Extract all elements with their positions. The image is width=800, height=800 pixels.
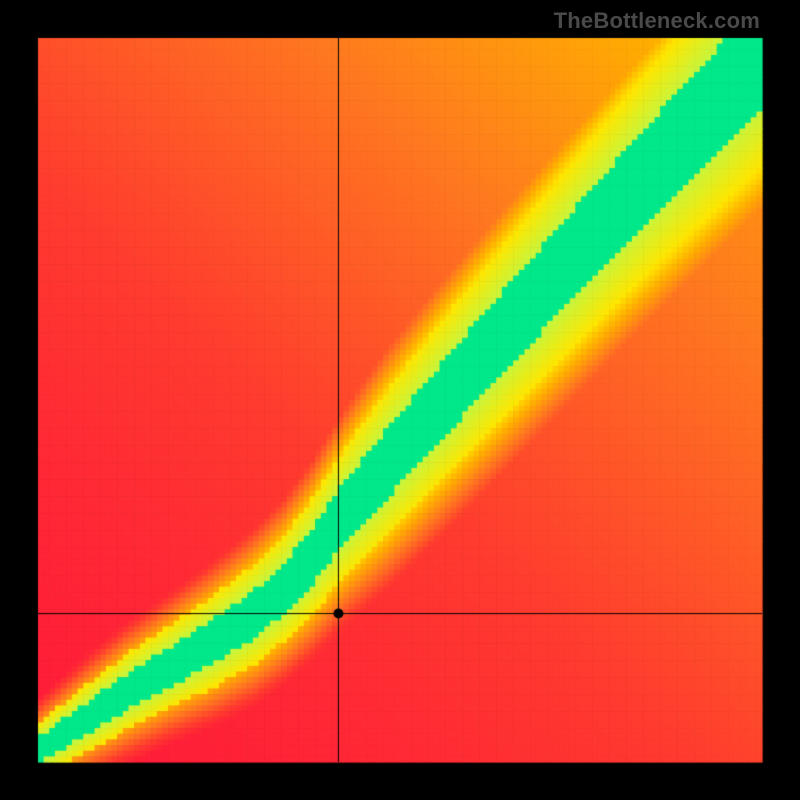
bottleneck-heatmap — [0, 0, 800, 800]
chart-container: TheBottleneck.com — [0, 0, 800, 800]
watermark-text: TheBottleneck.com — [554, 8, 760, 34]
